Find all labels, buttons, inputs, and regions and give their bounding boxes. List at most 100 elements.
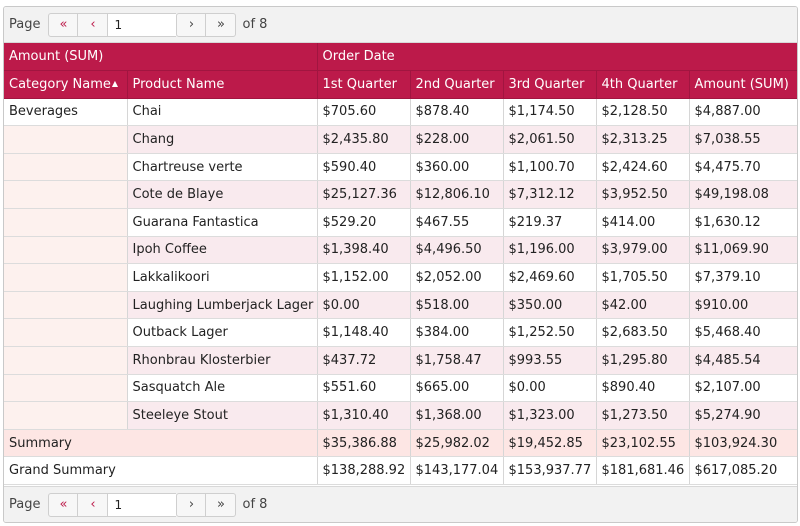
category-cell — [4, 125, 128, 154]
category-cell — [4, 236, 128, 265]
total-cell: $7,038.55 — [689, 125, 797, 154]
first-page-button[interactable]: « — [48, 492, 79, 517]
product-cell: Lakkalikoori — [127, 263, 318, 292]
column-field-header[interactable]: Order Date — [317, 43, 797, 72]
q4-cell: $890.40 — [596, 374, 690, 403]
q3-header[interactable]: 3rd Quarter — [503, 70, 597, 99]
product-cell: Guarana Fantastica — [127, 208, 318, 237]
total-cell: $5,274.90 — [689, 401, 797, 430]
total-cell: $4,475.70 — [689, 153, 797, 182]
table-row: Rhonbrau Klosterbier $437.72 $1,758.47 $… — [4, 346, 797, 375]
category-cell — [4, 263, 128, 292]
pager-top: Page « ‹ › » of 8 — [4, 7, 797, 43]
q4-header[interactable]: 4th Quarter — [596, 70, 690, 99]
page-number-input[interactable] — [108, 12, 177, 37]
total-cell: $7,379.10 — [689, 263, 797, 292]
page-count: of 8 — [242, 17, 268, 32]
q3-cell: $2,061.50 — [503, 125, 597, 154]
table-row: Guarana Fantastica $529.20 $467.55 $219.… — [4, 208, 797, 237]
q4-cell: $181,681.46 — [596, 456, 690, 485]
category-cell — [4, 153, 128, 182]
next-page-button[interactable]: › — [176, 12, 207, 37]
page-number-input[interactable] — [108, 492, 177, 517]
q2-cell: $228.00 — [410, 125, 504, 154]
q1-cell: $1,310.40 — [317, 401, 411, 430]
total-cell: $1,630.12 — [689, 208, 797, 237]
product-cell: Cote de Blaye — [127, 180, 318, 210]
q1-cell: $2,435.80 — [317, 125, 411, 154]
q1-cell: $0.00 — [317, 291, 411, 320]
data-field-header[interactable]: Amount (SUM) — [4, 43, 318, 72]
previous-page-button[interactable]: ‹ — [78, 492, 109, 517]
last-page-button[interactable]: » — [206, 492, 237, 517]
category-cell[interactable]: Beverages — [4, 98, 128, 127]
product-cell: Chai — [127, 98, 318, 127]
previous-page-button[interactable]: ‹ — [78, 12, 109, 37]
product-cell: Laughing Lumberjack Lager — [127, 291, 318, 320]
category-name-header[interactable]: Category Name▲ — [4, 70, 128, 99]
q3-cell: $1,252.50 — [503, 318, 597, 348]
total-header[interactable]: Amount (SUM) — [689, 70, 797, 99]
last-page-button[interactable]: » — [206, 12, 237, 37]
q4-cell: $414.00 — [596, 208, 690, 237]
q4-cell: $1,273.50 — [596, 401, 690, 430]
total-cell: $11,069.90 — [689, 236, 797, 265]
double-chevron-left-icon: « — [59, 497, 68, 512]
q4-cell: $2,313.25 — [596, 125, 690, 154]
product-cell: Outback Lager — [127, 318, 318, 348]
q1-cell: $705.60 — [317, 98, 411, 127]
q2-cell: $467.55 — [410, 208, 504, 237]
summary-row: Summary $35,386.88 $25,982.02 $19,452.85… — [4, 429, 797, 458]
total-cell: $910.00 — [689, 291, 797, 320]
q2-header[interactable]: 2nd Quarter — [410, 70, 504, 99]
next-page-button[interactable]: › — [176, 492, 207, 517]
table-row: Laughing Lumberjack Lager $0.00 $518.00 … — [4, 291, 797, 320]
product-cell: Steeleye Stout — [127, 401, 318, 430]
q3-cell: $993.55 — [503, 346, 597, 375]
q1-header[interactable]: 1st Quarter — [317, 70, 411, 99]
q4-cell: $42.00 — [596, 291, 690, 320]
sort-ascending-icon: ▲ — [111, 78, 119, 88]
total-cell: $2,107.00 — [689, 374, 797, 403]
q1-cell: $35,386.88 — [317, 429, 411, 458]
category-cell — [4, 374, 128, 403]
q1-cell: $529.20 — [317, 208, 411, 237]
q1-cell: $590.40 — [317, 153, 411, 182]
pivot-table: Amount (SUM) Order Date Category Name▲ P… — [4, 43, 797, 485]
q2-cell: $25,982.02 — [410, 429, 504, 458]
category-cell — [4, 318, 128, 348]
double-chevron-left-icon: « — [59, 17, 68, 32]
category-cell — [4, 291, 128, 320]
q2-cell: $518.00 — [410, 291, 504, 320]
chevron-left-icon: ‹ — [90, 17, 96, 32]
category-cell — [4, 401, 128, 430]
q1-cell: $1,148.40 — [317, 318, 411, 348]
table-row: Cote de Blaye $25,127.36 $12,806.10 $7,3… — [4, 180, 797, 210]
q3-cell: $1,196.00 — [503, 236, 597, 265]
first-page-button[interactable]: « — [48, 12, 79, 37]
q2-cell: $1,758.47 — [410, 346, 504, 375]
page-label: Page — [9, 497, 41, 512]
q3-cell: $2,469.60 — [503, 263, 597, 292]
double-chevron-right-icon: » — [217, 17, 225, 32]
q4-cell: $3,952.50 — [596, 180, 690, 210]
q4-cell: $2,424.60 — [596, 153, 690, 182]
q2-cell: $12,806.10 — [410, 180, 504, 210]
product-cell: Ipoh Coffee — [127, 236, 318, 265]
q3-cell: $0.00 — [503, 374, 597, 403]
q1-cell: $1,152.00 — [317, 263, 411, 292]
q1-cell: $138,288.92 — [317, 456, 411, 485]
total-cell: $617,085.20 — [689, 456, 797, 485]
q4-cell: $1,705.50 — [596, 263, 690, 292]
table-row: Chartreuse verte $590.40 $360.00 $1,100.… — [4, 153, 797, 182]
q1-cell: $551.60 — [317, 374, 411, 403]
product-cell: Rhonbrau Klosterbier — [127, 346, 318, 375]
product-name-header[interactable]: Product Name — [127, 70, 318, 99]
q2-cell: $2,052.00 — [410, 263, 504, 292]
q2-cell: $143,177.04 — [410, 456, 504, 485]
grand-summary-label: Grand Summary — [4, 456, 318, 485]
category-cell — [4, 208, 128, 237]
q4-cell: $2,128.50 — [596, 98, 690, 127]
total-cell: $103,924.30 — [689, 429, 797, 458]
table-row: Beverages Chai $705.60 $878.40 $1,174.50… — [4, 98, 797, 127]
